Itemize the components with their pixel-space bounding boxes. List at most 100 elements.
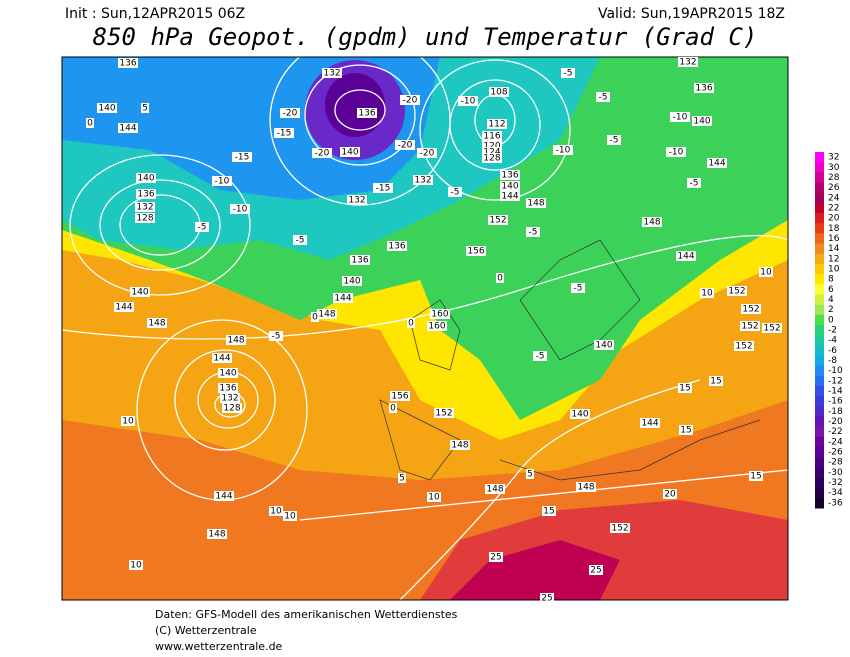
contour-label: -10 [669, 148, 684, 158]
legend-label: -36 [828, 498, 843, 508]
contour-label: 120 [483, 142, 500, 152]
contour-label: 140 [693, 117, 710, 127]
contour-label-box [212, 176, 232, 186]
footer-line: www.wetterzentrale.de [155, 640, 283, 653]
legend-label: 26 [828, 183, 840, 193]
contour-label: 132 [679, 58, 696, 68]
contour-label: 20 [664, 490, 676, 500]
contour-label: 144 [215, 492, 232, 502]
contour-label-box [226, 335, 246, 345]
contour-label-box [413, 175, 433, 185]
contour-label-box [114, 302, 134, 312]
contour-label: 136 [695, 84, 712, 94]
legend-swatch [815, 314, 824, 326]
contour-label-box [293, 235, 307, 245]
legend-label: -6 [828, 346, 837, 356]
legend-swatch [815, 416, 824, 428]
contour-label: 5 [399, 474, 405, 484]
contour-label: 136 [358, 109, 375, 119]
contour-label-box [570, 409, 590, 419]
contour-label-box [269, 331, 283, 341]
contour-label-box [232, 152, 252, 162]
contour-label: 148 [451, 441, 468, 451]
contour-label-box [427, 492, 441, 502]
contour-label: 152 [611, 524, 628, 534]
footer-line: Daten: GFS-Modell des amerikanischen Wet… [155, 608, 458, 621]
contour-label-box [666, 147, 686, 157]
contour-label: -20 [403, 96, 418, 106]
legend-swatch [815, 345, 824, 356]
contour-label: -5 [564, 69, 573, 79]
contour-label: 156 [391, 392, 408, 402]
contour-label-box [676, 251, 696, 261]
contour-label: 10 [284, 512, 296, 522]
contour-label-box [679, 425, 693, 435]
legend-swatch [815, 284, 824, 295]
contour-label: 25 [590, 566, 601, 576]
contours [62, 57, 788, 600]
legend-swatch [815, 477, 824, 489]
contour-label-box [489, 552, 503, 562]
contour-label: 160 [428, 322, 445, 332]
contour-label: 152 [728, 287, 745, 297]
contour-label: 148 [643, 218, 660, 228]
contour-label: 15 [679, 384, 690, 394]
contour-label: -20 [420, 149, 435, 159]
legend-label: -10 [828, 366, 843, 376]
contour-label-box [214, 491, 234, 501]
legend-swatch [815, 152, 824, 163]
contour-label: -5 [529, 228, 538, 238]
contour-label-box [395, 140, 415, 150]
contour-label-box [759, 267, 773, 277]
contour-label-box [387, 241, 407, 251]
legend-label: 28 [828, 173, 840, 183]
contour-label: 25 [490, 553, 501, 563]
contour-label: 132 [414, 176, 431, 186]
legend-label: -2 [828, 326, 837, 336]
contour-label: -5 [610, 136, 619, 146]
contour-label-box [540, 593, 554, 603]
contour-label: 5 [527, 470, 533, 480]
legend-swatch [815, 436, 824, 448]
legend-label: -34 [828, 488, 843, 498]
contour-label: 136 [119, 59, 136, 69]
contour-label-box [222, 403, 242, 413]
contour-label-box [482, 153, 502, 163]
contour-label: 132 [323, 69, 340, 79]
contour-label-box [594, 340, 614, 350]
contour-label: 0 [312, 313, 318, 323]
contour-label: -5 [272, 332, 281, 342]
contour-label: 140 [219, 369, 236, 379]
legend-label: -28 [828, 458, 843, 468]
contour-label-box [136, 173, 156, 183]
contour-label-box [687, 178, 701, 188]
contour-label-box [561, 68, 575, 78]
contour-label-box [762, 323, 782, 333]
contour-label: 116 [483, 132, 500, 142]
legend-swatch [815, 375, 824, 387]
contour-label: 132 [221, 394, 238, 404]
contour-label-box [121, 416, 135, 426]
contour-label-box [230, 204, 250, 214]
legend-swatch [815, 233, 824, 245]
contour-label: -5 [296, 236, 305, 246]
legend-label: -22 [828, 427, 843, 437]
contour-label-box [466, 246, 486, 256]
contour-label: 128 [483, 154, 500, 164]
legend-label: -24 [828, 437, 843, 447]
contour-label-box [86, 118, 94, 128]
contour-label-box [130, 287, 150, 297]
contour-label: 160 [431, 310, 448, 320]
contour-label: -20 [283, 109, 298, 119]
contour-label-box [488, 215, 508, 225]
contour-label: 148 [527, 199, 544, 209]
contour-label-box [526, 198, 546, 208]
contour-label-box [482, 141, 502, 151]
contour-label-box [427, 321, 447, 331]
contour-label: 0 [408, 319, 414, 329]
contour-label: 136 [137, 190, 154, 200]
legend-label: 20 [828, 214, 840, 224]
contour-label: 136 [388, 242, 405, 252]
valid-text: Valid: Sun,19APR2015 18Z [598, 6, 785, 22]
contour-label-box [141, 103, 149, 113]
